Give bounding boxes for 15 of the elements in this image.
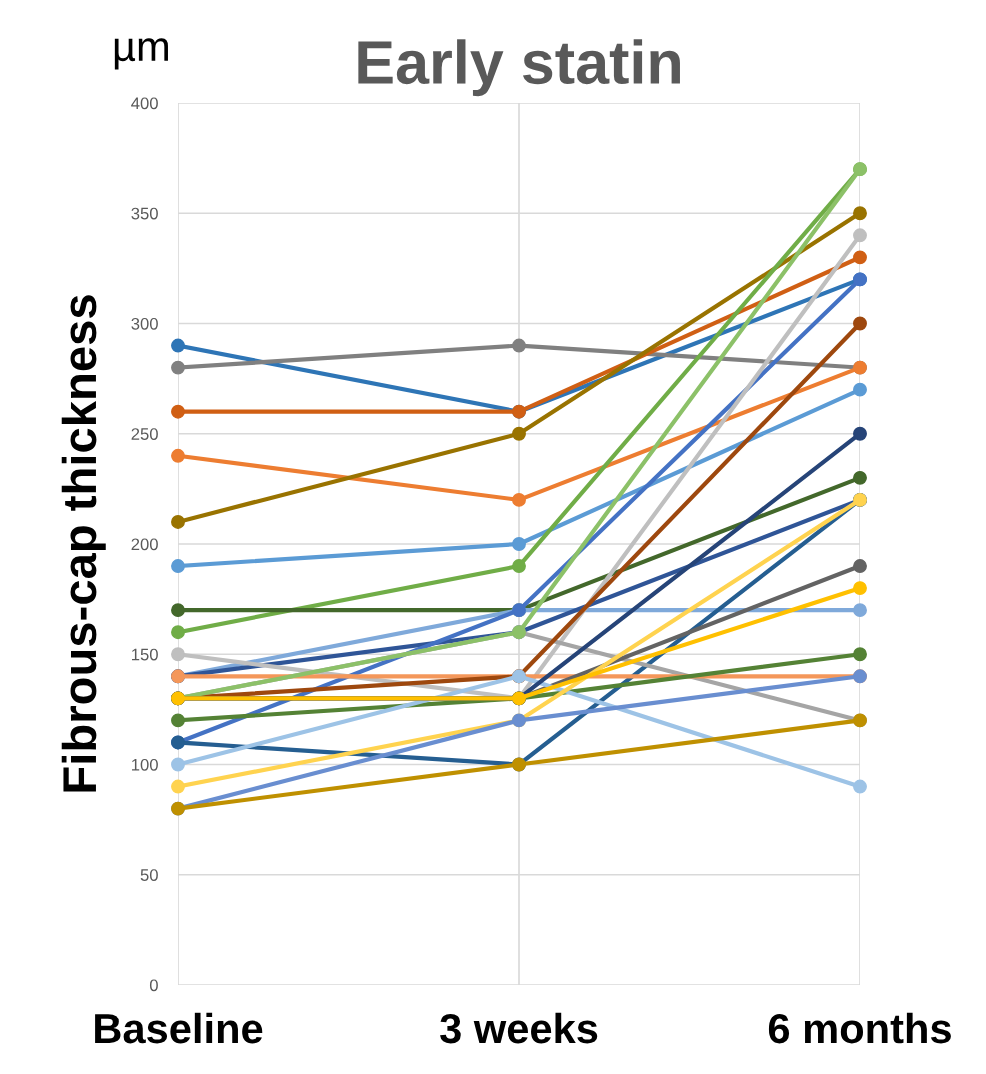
x-tick-label: 6 months [768, 1012, 951, 1044]
x-tick-label: Baseline [95, 1012, 263, 1044]
y-tick-label: 300 [131, 317, 158, 330]
x-tick-label: 3 weeks [440, 1012, 598, 1044]
y-tick-label: 350 [131, 207, 158, 220]
y-tick-label: 50 [140, 869, 158, 881]
y-axis-title: Fibrous-cap thickness [61, 295, 106, 792]
text: µm [114, 38, 168, 70]
y-tick-label: 150 [132, 648, 158, 661]
chart-title: Early statin [358, 39, 680, 97]
y-tick-label: 200 [131, 538, 158, 551]
y-tick-label: 250 [131, 428, 158, 440]
y-tick-label: 0 [149, 979, 158, 992]
y-tick-label: 100 [132, 758, 158, 771]
y-tick-label: 400 [131, 97, 158, 110]
